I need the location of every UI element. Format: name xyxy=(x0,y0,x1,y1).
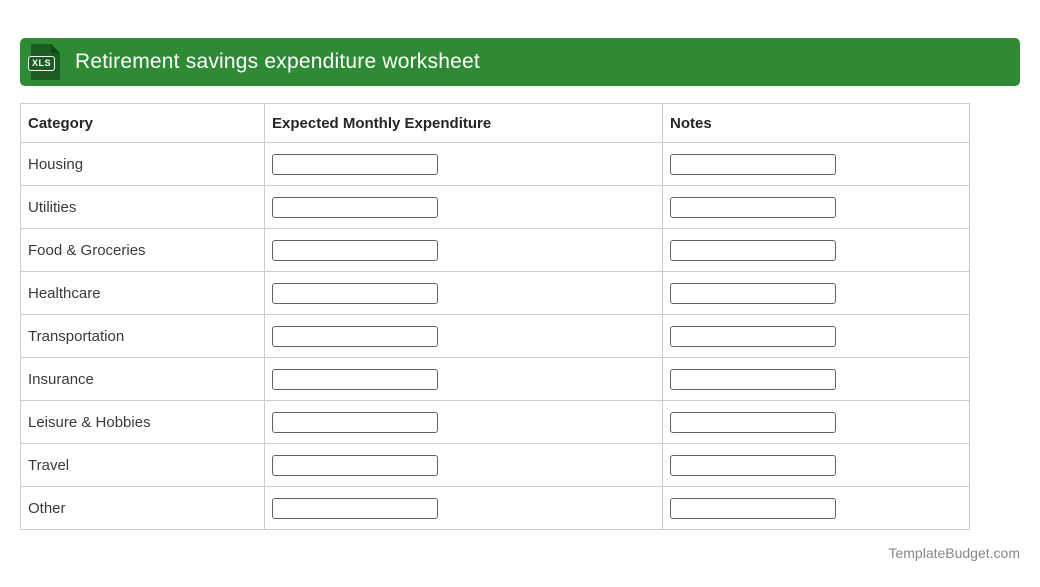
expenditure-cell xyxy=(264,357,663,401)
notes-cell xyxy=(662,357,970,401)
table-row: Insurance xyxy=(20,357,970,401)
notes-cell xyxy=(662,142,970,186)
category-label: Food & Groceries xyxy=(20,228,265,272)
table-row: Housing xyxy=(20,142,970,186)
expenditure-cell xyxy=(264,228,663,272)
worksheet-table: Category Expected Monthly Expenditure No… xyxy=(20,103,970,530)
notes-input[interactable] xyxy=(670,368,836,390)
notes-input[interactable] xyxy=(670,282,836,304)
category-label: Insurance xyxy=(20,357,265,401)
notes-cell xyxy=(662,486,970,530)
notes-input[interactable] xyxy=(670,411,836,433)
notes-input[interactable] xyxy=(670,325,836,347)
expenditure-input[interactable] xyxy=(272,196,438,218)
xls-file-icon: XLS xyxy=(28,44,60,80)
expenditure-input[interactable] xyxy=(272,239,438,261)
expenditure-input[interactable] xyxy=(272,454,438,476)
notes-input[interactable] xyxy=(670,196,836,218)
table-row: Other xyxy=(20,486,970,530)
category-label: Leisure & Hobbies xyxy=(20,400,265,444)
table-row: Healthcare xyxy=(20,271,970,315)
column-header-expected-monthly-expenditure: Expected Monthly Expenditure xyxy=(264,103,663,143)
column-header-notes: Notes xyxy=(662,103,970,143)
expenditure-input[interactable] xyxy=(272,325,438,347)
notes-cell xyxy=(662,443,970,487)
notes-input[interactable] xyxy=(670,497,836,519)
table-row: Food & Groceries xyxy=(20,228,970,272)
category-label: Other xyxy=(20,486,265,530)
notes-input[interactable] xyxy=(670,454,836,476)
expenditure-input[interactable] xyxy=(272,368,438,390)
expenditure-input[interactable] xyxy=(272,282,438,304)
table-row: Leisure & Hobbies xyxy=(20,400,970,444)
notes-input[interactable] xyxy=(670,153,836,175)
expenditure-input[interactable] xyxy=(272,411,438,433)
page-title: Retirement savings expenditure worksheet xyxy=(75,50,480,73)
table-row: Transportation xyxy=(20,314,970,358)
expenditure-cell xyxy=(264,185,663,229)
expenditure-input[interactable] xyxy=(272,497,438,519)
watermark-text: TemplateBudget.com xyxy=(888,545,1020,561)
category-label: Utilities xyxy=(20,185,265,229)
notes-cell xyxy=(662,400,970,444)
category-label: Housing xyxy=(20,142,265,186)
notes-input[interactable] xyxy=(670,239,836,261)
notes-cell xyxy=(662,271,970,315)
notes-cell xyxy=(662,228,970,272)
expenditure-cell xyxy=(264,314,663,358)
column-header-category: Category xyxy=(20,103,265,143)
table-row: Travel xyxy=(20,443,970,487)
header-bar: XLS Retirement savings expenditure works… xyxy=(20,38,1020,86)
expenditure-cell xyxy=(264,271,663,315)
category-label: Travel xyxy=(20,443,265,487)
table-row: Utilities xyxy=(20,185,970,229)
expenditure-cell xyxy=(264,443,663,487)
expenditure-cell xyxy=(264,142,663,186)
expenditure-cell xyxy=(264,486,663,530)
expenditure-cell xyxy=(264,400,663,444)
category-label: Transportation xyxy=(20,314,265,358)
file-fold-cut xyxy=(51,44,60,53)
category-label: Healthcare xyxy=(20,271,265,315)
table-header-row: Category Expected Monthly Expenditure No… xyxy=(20,103,970,143)
expenditure-input[interactable] xyxy=(272,153,438,175)
notes-cell xyxy=(662,314,970,358)
notes-cell xyxy=(662,185,970,229)
xls-icon-label: XLS xyxy=(28,56,56,71)
